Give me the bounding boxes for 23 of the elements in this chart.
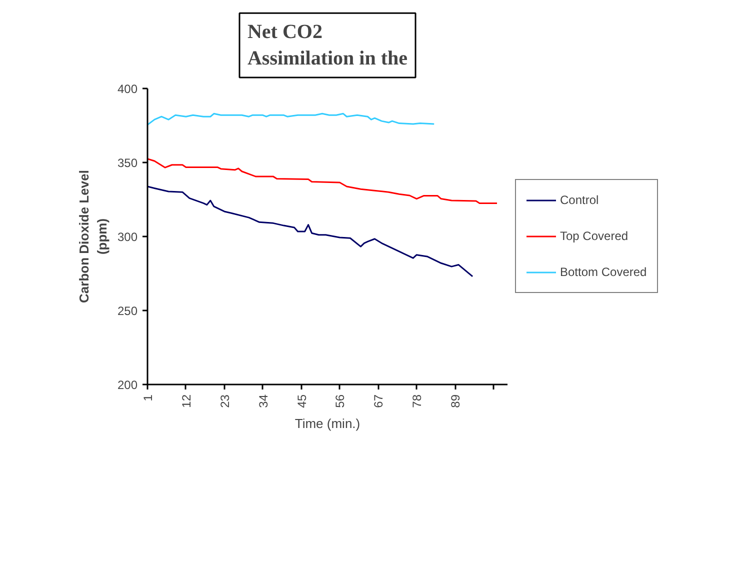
legend-label: Bottom Covered: [560, 265, 647, 279]
x-tick-label: 12: [179, 394, 194, 408]
chart-title: Net CO2 Assimilation in the: [247, 21, 408, 70]
x-tick-label: 78: [410, 394, 424, 408]
x-tick-label: 45: [294, 394, 309, 408]
legend-label: Control: [560, 193, 599, 207]
y-tick-label: 350: [117, 156, 138, 170]
x-tick-label: 56: [333, 394, 348, 408]
x-axis-title: Time (min.): [294, 416, 360, 431]
line-series: [148, 112, 435, 126]
y-tick-label: 300: [117, 230, 138, 244]
y-tick-label: 400: [117, 82, 138, 96]
y-tick-label: 250: [117, 304, 138, 318]
line-series: [148, 186, 474, 278]
legend-label: Top Covered: [560, 229, 628, 243]
y-tick-label: 200: [117, 378, 138, 392]
x-tick-label: 67: [372, 394, 386, 408]
x-tick-label: 34: [256, 394, 270, 408]
x-tick-label: 1: [141, 394, 155, 402]
line-series: [148, 158, 498, 204]
y-axis-title: Carbon Dioxide Level (ppm): [76, 170, 110, 303]
x-tick-label: 89: [448, 394, 463, 408]
x-tick-label: 23: [218, 394, 232, 408]
